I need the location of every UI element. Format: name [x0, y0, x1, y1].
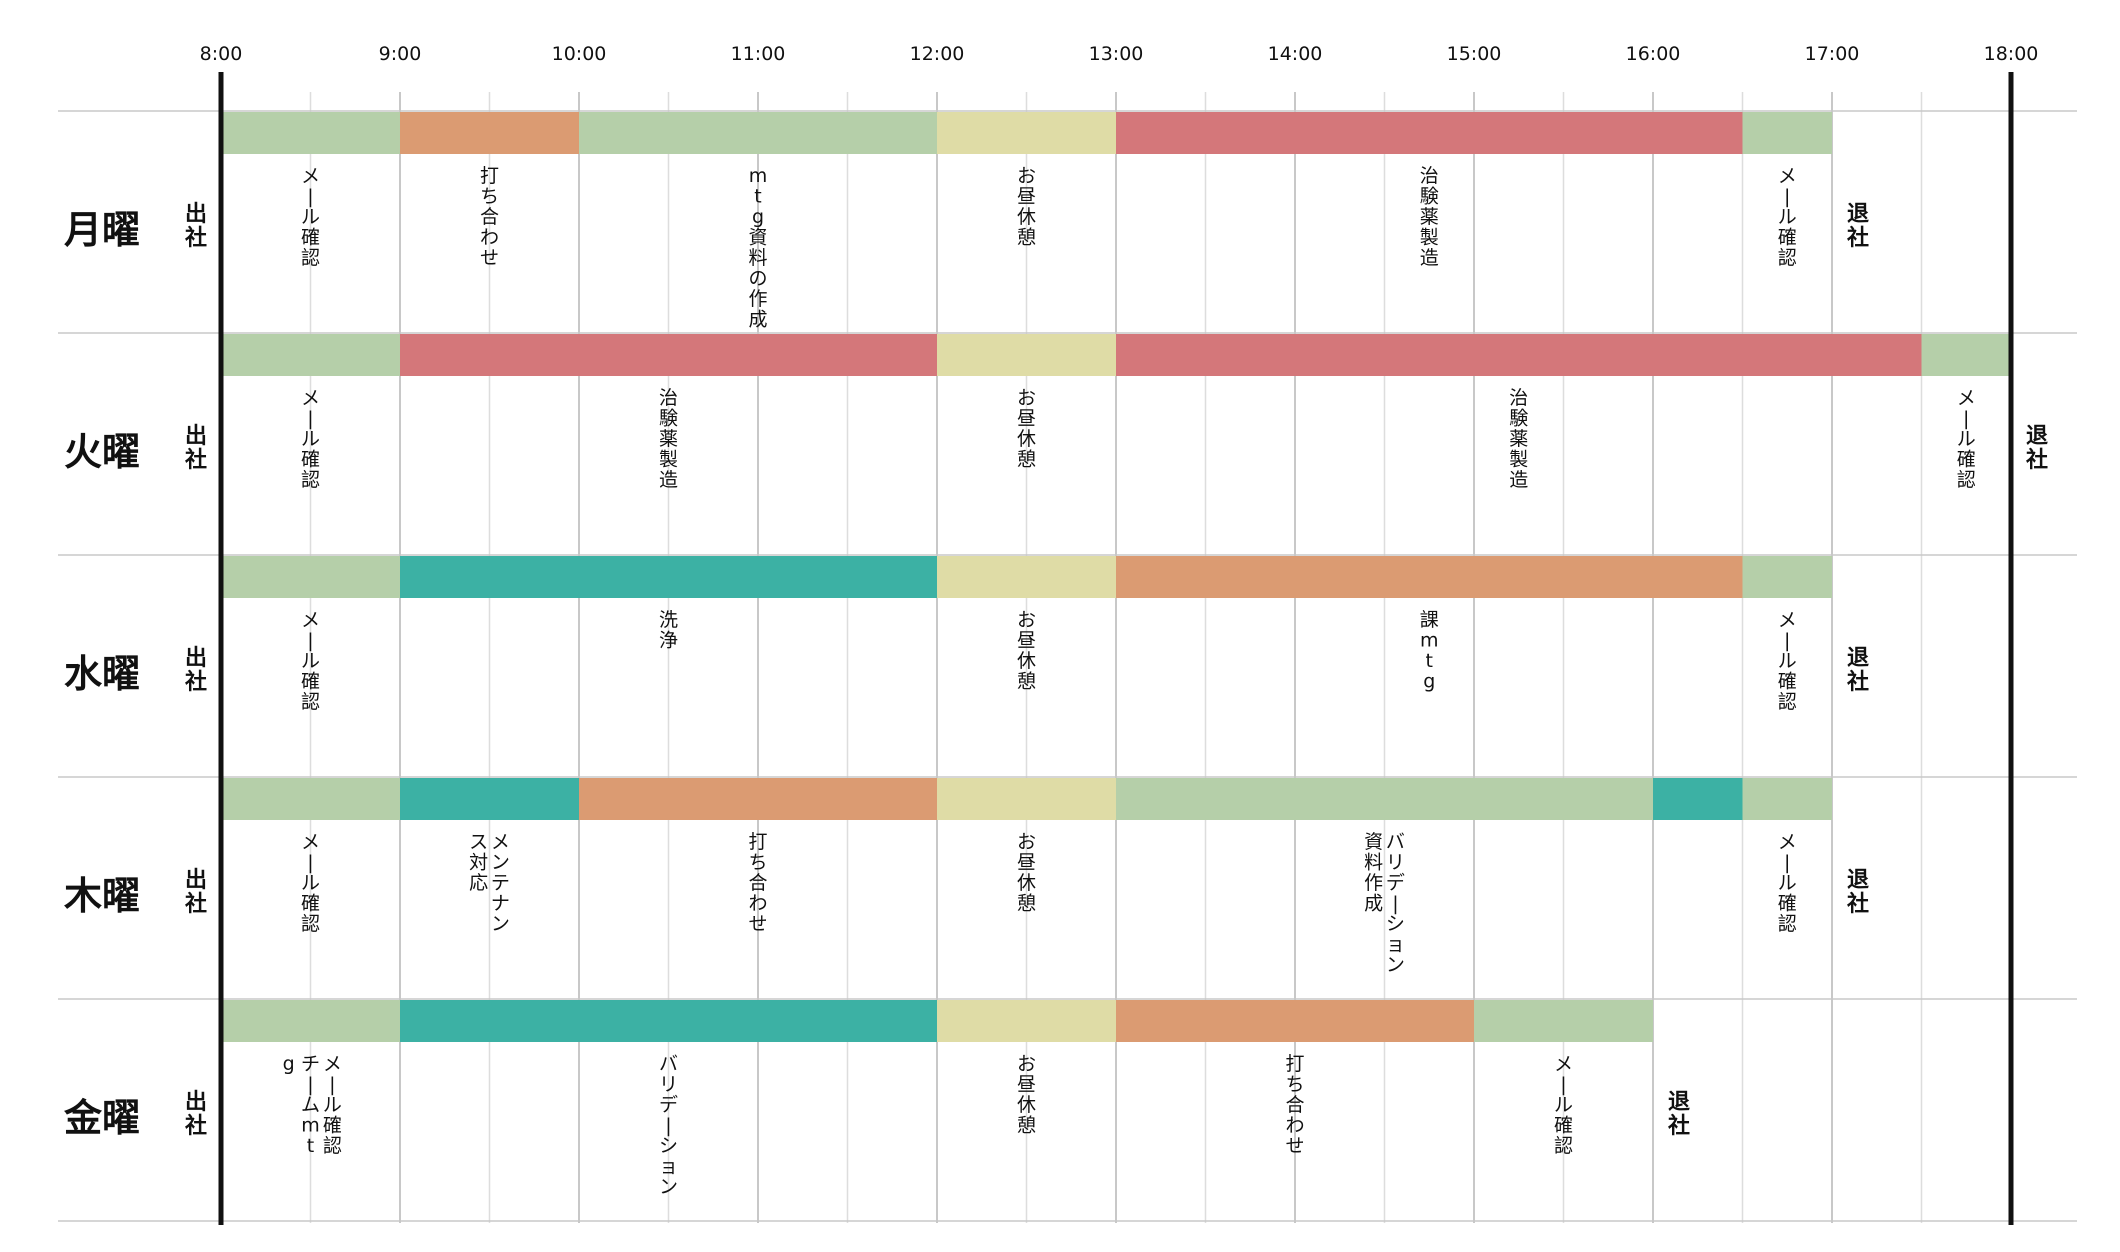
- task-label: 打ち合わせ: [1285, 1053, 1304, 1157]
- time-tick-label: 12:00: [910, 43, 965, 65]
- leave-label: 退社: [1847, 202, 1869, 251]
- task-label: メ|ル確認: [1554, 1053, 1573, 1157]
- task-bar: [400, 1000, 937, 1042]
- task-bar: [1116, 778, 1653, 820]
- arrive-label: 出社: [185, 1090, 207, 1139]
- task-label-col-0: メンテナン: [491, 831, 510, 935]
- day-label: 火曜: [64, 430, 140, 474]
- task-bar: [221, 778, 400, 820]
- arrive-label: 出社: [185, 202, 207, 251]
- task-bar: [1116, 556, 1743, 598]
- task-bar: [400, 334, 937, 376]
- task-label: バリデ|ション: [659, 1053, 678, 1198]
- task-label: 打ち合わせ: [748, 831, 767, 935]
- task-bar: [1116, 334, 1922, 376]
- leave-label: 退社: [1847, 868, 1869, 917]
- time-tick-label: 18:00: [1984, 43, 2039, 65]
- task-label-col-0: バリデ|ション: [1386, 831, 1405, 976]
- day-label: 月曜: [64, 208, 140, 252]
- arrive-label: 出社: [185, 646, 207, 695]
- time-tick-label: 15:00: [1447, 43, 1502, 65]
- leave-label: 退社: [1668, 1090, 1690, 1139]
- task-bar: [221, 1000, 400, 1042]
- time-tick-label: 13:00: [1089, 43, 1144, 65]
- task-label: メ|ル確認: [301, 387, 320, 491]
- task-label: メ|ル確認: [1957, 387, 1976, 491]
- task-label-col-0: メ|ル確認: [323, 1053, 342, 1157]
- time-tick-label: 11:00: [731, 43, 786, 65]
- task-bar: [1743, 556, 1833, 598]
- task-label: メ|ル確認: [301, 831, 320, 935]
- arrive-label: 出社: [185, 424, 207, 473]
- arrive-label: 出社: [185, 868, 207, 917]
- task-label: メ|ル確認: [1778, 831, 1797, 935]
- task-label-col-1: ス対応: [469, 831, 488, 894]
- task-bar: [221, 112, 400, 154]
- task-label: メ|ル確認: [1778, 165, 1797, 269]
- task-label-col-1: 資料作成: [1364, 831, 1383, 915]
- task-label: メ|ル確認: [1778, 609, 1797, 713]
- task-bar: [400, 778, 579, 820]
- task-label: メ|ル確認: [301, 609, 320, 713]
- day-label: 木曜: [64, 874, 140, 918]
- day-label: 水曜: [64, 652, 140, 696]
- task-bar: [579, 112, 937, 154]
- time-tick-label: 10:00: [552, 43, 607, 65]
- task-bar: [400, 112, 579, 154]
- task-bar: [937, 334, 1116, 376]
- task-label: お昼休憩: [1017, 609, 1036, 693]
- leave-label: 退社: [1847, 646, 1869, 695]
- task-bar: [400, 556, 937, 598]
- task-bar: [1743, 112, 1833, 154]
- task-bar: [1653, 778, 1743, 820]
- task-bar: [1116, 112, 1743, 154]
- task-label: 洗浄: [659, 609, 678, 652]
- task-bar: [937, 112, 1116, 154]
- time-tick-label: 16:00: [1626, 43, 1681, 65]
- task-bar: [1116, 1000, 1474, 1042]
- task-bar: [221, 556, 400, 598]
- task-bar: [937, 556, 1116, 598]
- task-label-col-2: g: [283, 1053, 295, 1075]
- day-label: 金曜: [63, 1096, 140, 1140]
- task-label-col-1: チ|ム m t: [301, 1053, 320, 1157]
- task-label: 打ち合わせ: [480, 165, 499, 269]
- task-label: お昼休憩: [1017, 387, 1036, 471]
- task-bar: [937, 1000, 1116, 1042]
- task-bar: [1922, 334, 2012, 376]
- time-tick-label: 9:00: [379, 43, 422, 65]
- task-label: メ|ル確認: [301, 165, 320, 269]
- task-bar: [221, 334, 400, 376]
- task-label: m t g 資料の作成: [748, 165, 767, 331]
- task-bar: [937, 778, 1116, 820]
- task-label: 治験薬製造: [659, 387, 678, 491]
- task-label: 治験薬製造: [1509, 387, 1528, 491]
- leave-label: 退社: [2026, 424, 2048, 473]
- task-bar: [1474, 1000, 1653, 1042]
- weekly-schedule-chart: 8:00 9:00 10:00 11:00 12:00 13:00 14:00 15:00 16…: [0, 0, 2120, 1252]
- time-tick-label: 14:00: [1268, 43, 1323, 65]
- task-label: お昼休憩: [1017, 1053, 1036, 1137]
- task-label: お昼休憩: [1017, 165, 1036, 249]
- time-tick-label: 17:00: [1805, 43, 1860, 65]
- task-label: お昼休憩: [1017, 831, 1036, 915]
- task-bar: [579, 778, 937, 820]
- time-tick-label: 8:00: [200, 43, 243, 65]
- task-bar: [1743, 778, 1833, 820]
- task-label: 治験薬製造: [1420, 165, 1439, 269]
